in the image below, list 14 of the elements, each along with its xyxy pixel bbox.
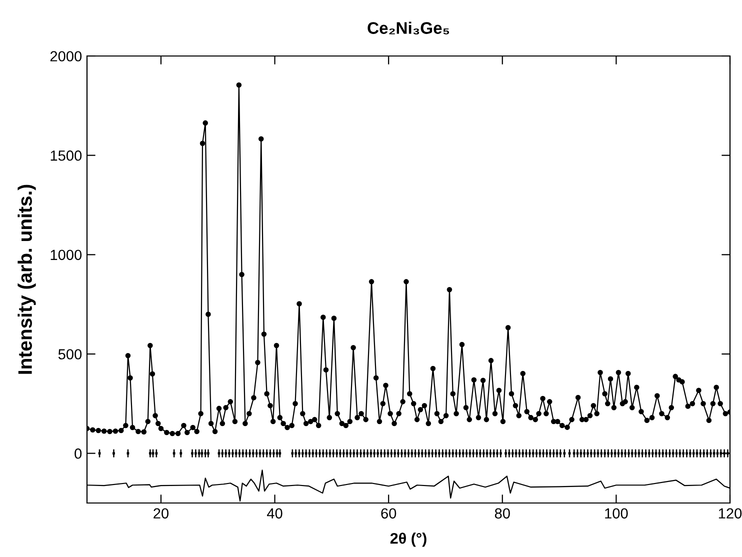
x-tick-label: 20 bbox=[154, 508, 169, 519]
x-axis-title: 2θ (°) bbox=[390, 532, 426, 547]
y-tick-label: 2000 bbox=[50, 51, 82, 62]
y-axis-title: Intensity (arb. units.) bbox=[18, 184, 36, 374]
x-tick-label: 100 bbox=[605, 508, 628, 519]
y-tick-label: 1000 bbox=[50, 250, 82, 260]
x-tick-label: 60 bbox=[381, 508, 396, 519]
y-tick-label: 1500 bbox=[50, 150, 82, 161]
x-tick-label: 40 bbox=[267, 508, 282, 519]
chart-title: Ce₂Ni₃Ge₅ bbox=[368, 22, 450, 34]
y-tick-label: 500 bbox=[58, 349, 82, 360]
x-tick-label: 80 bbox=[494, 508, 510, 519]
x-tick-label: 120 bbox=[718, 508, 742, 519]
y-tick-label: 0 bbox=[74, 448, 82, 459]
